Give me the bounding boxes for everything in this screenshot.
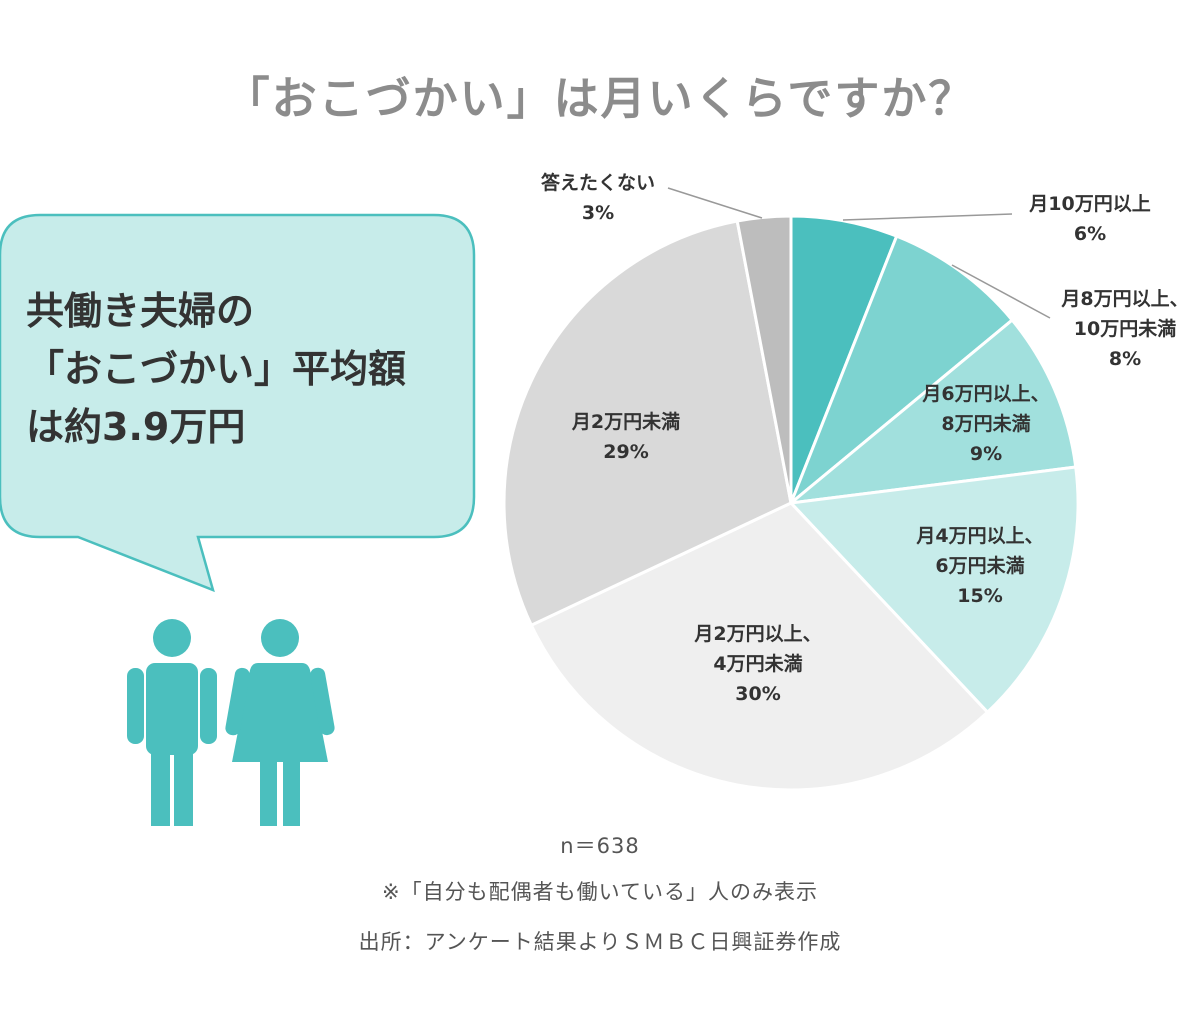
slice-label: 月8万円以上、 10万円未満 8% — [1060, 288, 1188, 370]
slice-percent: 8% — [1109, 348, 1141, 370]
pie-slice — [786, 317, 1078, 506]
slice-category: 4万円未満 — [713, 652, 802, 675]
slice-category: 月4万円以上、 — [915, 525, 1043, 547]
slice-category: 月8万円以上、 — [1060, 288, 1188, 310]
slice-label: 月10万円以上 6% — [1028, 193, 1150, 245]
slice-category: 月6万円以上、 — [921, 383, 1049, 405]
slice-percent: 30% — [735, 683, 780, 705]
pie-slice — [787, 465, 1080, 715]
slice-label: 月4万円以上、 6万円未満 15% — [915, 525, 1043, 607]
slice-percent: 3% — [582, 202, 614, 224]
pie-chart — [502, 214, 1080, 792]
slice-category: 月10万円以上 — [1028, 193, 1150, 215]
slice-percent: 15% — [957, 585, 1002, 607]
callout-line: 共働き夫婦の — [26, 289, 255, 333]
slice-category: 月2万円以上、 — [693, 623, 821, 645]
sample-size: n＝638 — [560, 834, 640, 858]
slice-category: 月2万円未満 — [571, 410, 680, 433]
pie-slice — [529, 501, 990, 792]
callout-line: は約3.9万円 — [26, 405, 246, 449]
man-icon — [127, 619, 217, 826]
slice-label: 答えたくない 3% — [541, 171, 655, 224]
leader-line — [951, 264, 1051, 319]
slice-percent: 9% — [970, 443, 1002, 465]
slice-labels: 月10万円以上 6% 月8万円以上、 10万円未満 8% 月6万円以上、 8万円未満 9% 月4… — [541, 171, 1189, 705]
leader-line — [842, 213, 1013, 221]
woman-icon — [225, 619, 335, 826]
callout-line: 「おこづかい」平均額 — [26, 347, 407, 391]
speech-bubble — [0, 213, 476, 593]
slice-category: 6万円未満 — [935, 554, 1024, 577]
slice-category: 8万円未満 — [941, 412, 1030, 435]
source-note: 出所：アンケート結果よりＳＭＢＣ日興証券作成 — [358, 930, 842, 954]
footnote: ※「自分も配偶者も働いている」人のみ表示 — [382, 880, 818, 904]
slice-percent: 29% — [603, 441, 648, 463]
pie-slice — [789, 234, 1015, 505]
callout-text: 共働き夫婦の 「おこづかい」平均額 は約3.9万円 — [26, 282, 466, 456]
chart-title: 「おこづかい」は月いくらですか？ — [224, 72, 976, 125]
leader-lines — [667, 187, 1051, 319]
slice-label: 月2万円以上、 4万円未満 30% — [693, 623, 821, 705]
slice-label: 月6万円以上、 8万円未満 9% — [921, 383, 1049, 465]
pie-slice — [735, 214, 793, 504]
pie-slice — [502, 219, 793, 628]
slice-category: 答えたくない — [541, 171, 655, 194]
slice-category: 10万円未満 — [1074, 317, 1176, 340]
slice-percent: 6% — [1074, 223, 1106, 245]
leader-line — [667, 187, 763, 219]
slice-label: 月2万円未満 29% — [571, 410, 680, 463]
